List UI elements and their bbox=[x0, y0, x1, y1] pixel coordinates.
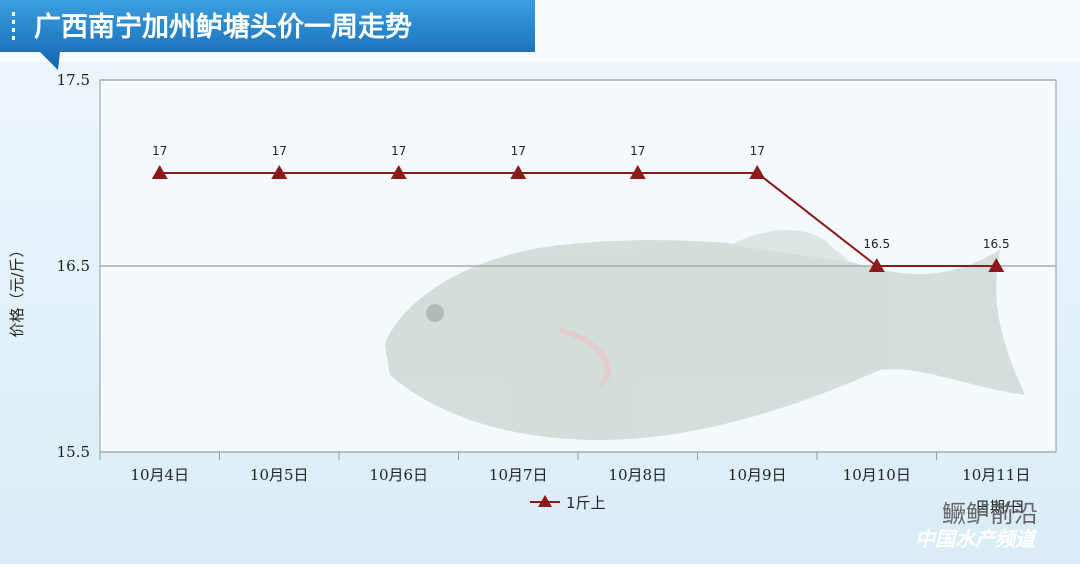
marker bbox=[151, 165, 168, 179]
data-label: 17 bbox=[511, 144, 526, 158]
data-label: 17 bbox=[630, 144, 645, 158]
y-axis-label: 价格（元/斤） bbox=[8, 242, 26, 337]
banner-dots bbox=[12, 12, 15, 40]
watermark: 鳜鲈前沿 bbox=[942, 500, 1038, 528]
data-label: 17 bbox=[152, 144, 167, 158]
marker bbox=[629, 165, 646, 179]
marker bbox=[988, 258, 1005, 272]
legend-label: 1斤上 bbox=[566, 494, 606, 512]
marker bbox=[868, 258, 885, 272]
x-tick-label: 10月6日 bbox=[369, 466, 428, 484]
title-banner bbox=[0, 0, 535, 70]
x-tick-label: 10月11日 bbox=[962, 466, 1030, 484]
data-label: 17 bbox=[750, 144, 765, 158]
marker bbox=[749, 165, 766, 179]
watermark: 中国水产频道 bbox=[915, 527, 1038, 551]
marker bbox=[510, 165, 527, 179]
y-tick-label: 17.5 bbox=[57, 71, 90, 89]
fish-illustration bbox=[385, 230, 1025, 440]
y-tick-label: 16.5 bbox=[57, 257, 90, 275]
x-tick-label: 10月5日 bbox=[250, 466, 309, 484]
data-label: 16.5 bbox=[983, 237, 1010, 251]
x-tick-label: 10月7日 bbox=[489, 466, 548, 484]
data-label: 16.5 bbox=[863, 237, 890, 251]
x-tick-label: 10月8日 bbox=[608, 466, 667, 484]
y-tick-label: 15.5 bbox=[57, 443, 90, 461]
chart-title: 广西南宁加州鲈塘头价一周走势 bbox=[34, 11, 412, 43]
marker bbox=[390, 165, 407, 179]
marker bbox=[271, 165, 288, 179]
x-tick-label: 10月9日 bbox=[728, 466, 787, 484]
x-tick-label: 10月4日 bbox=[130, 466, 189, 484]
legend-marker bbox=[538, 495, 552, 507]
data-label: 17 bbox=[391, 144, 406, 158]
line bbox=[159, 172, 997, 267]
x-axis-label: 日期/日 bbox=[975, 498, 1025, 516]
x-tick-label: 10月10日 bbox=[843, 466, 911, 484]
data-label: 17 bbox=[272, 144, 287, 158]
